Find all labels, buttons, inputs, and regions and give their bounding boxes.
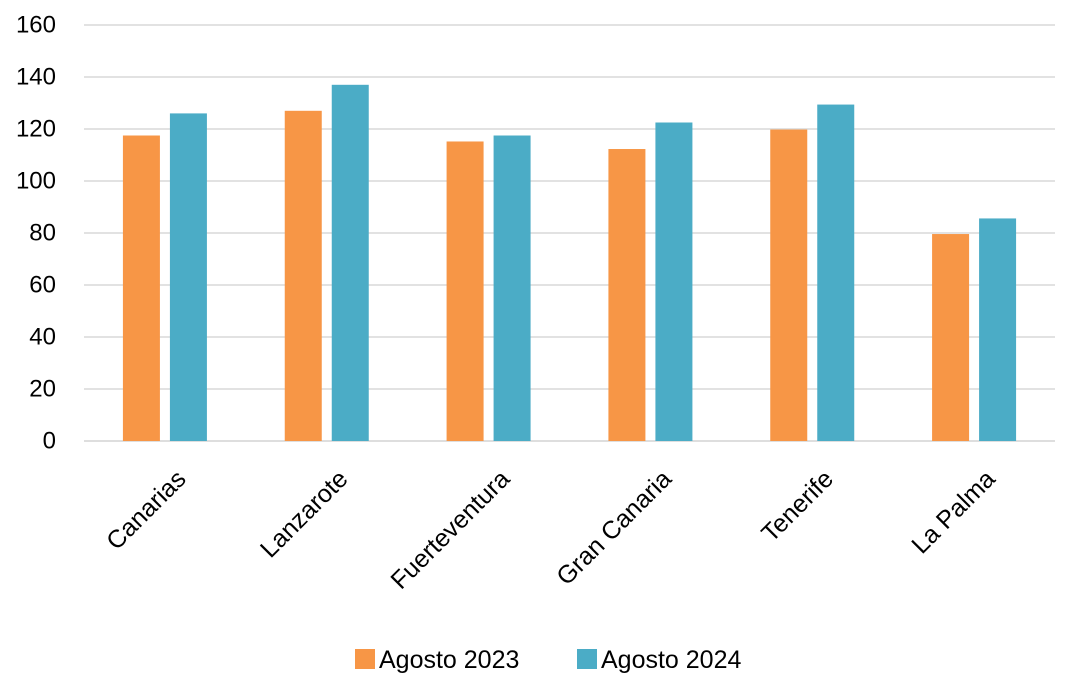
x-category-label: Lanzarote — [255, 465, 353, 563]
y-tick-label: 20 — [29, 376, 56, 403]
y-tick-label: 120 — [16, 116, 56, 143]
y-tick-label: 140 — [16, 64, 56, 91]
bar-fuerteventura-series-1 — [446, 141, 484, 442]
bar-fuerteventura-series-2 — [493, 135, 531, 441]
bars — [122, 84, 1017, 442]
y-tick-label: 0 — [43, 428, 56, 455]
x-category-label: Canarias — [101, 465, 192, 556]
bar-gran-canaria-series-2 — [655, 122, 693, 441]
bar-canarias-series-2 — [169, 113, 207, 442]
y-tick-label: 60 — [29, 272, 56, 299]
y-axis-tick-labels: 0 20 40 60 80 100 120 140 160 — [16, 12, 56, 455]
x-category-label: Tenerife — [756, 465, 839, 548]
bar-lanzarote-series-2 — [331, 84, 369, 442]
bar-la-palma-series-1 — [932, 234, 970, 441]
x-category-label: La Palma — [906, 465, 1001, 560]
y-tick-label: 80 — [29, 220, 56, 247]
bar-tenerife-series-1 — [770, 129, 808, 441]
bar-tenerife-series-2 — [817, 104, 855, 441]
legend: Agosto 2023 Agosto 2024 — [355, 646, 741, 674]
bar-lanzarote-series-1 — [284, 110, 322, 442]
bar-canarias-series-1 — [122, 135, 160, 441]
bar-gran-canaria-series-1 — [608, 149, 646, 441]
y-tick-label: 100 — [16, 168, 56, 195]
legend-label: Agosto 2023 — [379, 646, 519, 673]
y-tick-label: 40 — [29, 324, 56, 351]
bar-la-palma-series-2 — [979, 218, 1017, 441]
x-category-label: Gran Canaria — [551, 465, 677, 591]
x-axis-category-labels: Canarias Lanzarote Fuerteventura Gran Canar… — [101, 465, 1001, 595]
legend-swatch — [355, 649, 375, 669]
gridlines — [84, 24, 1055, 442]
y-tick-label: 160 — [16, 12, 56, 39]
legend-swatch — [577, 649, 597, 669]
x-category-label: Fuerteventura — [385, 465, 515, 595]
legend-label: Agosto 2024 — [601, 646, 741, 673]
